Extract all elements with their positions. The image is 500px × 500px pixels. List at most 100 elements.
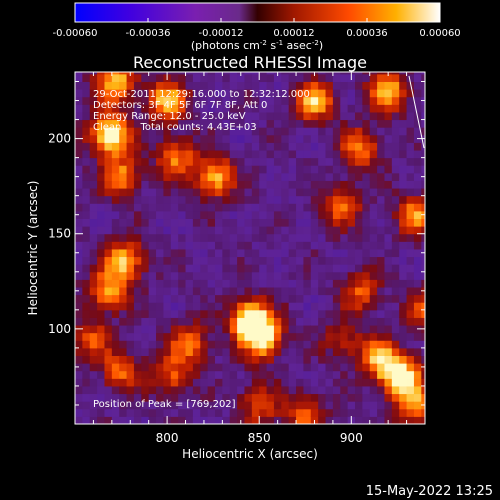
heatmap-cell <box>377 127 385 136</box>
heatmap-cell <box>133 172 142 181</box>
heatmap-cell <box>170 188 179 197</box>
heatmap-cell <box>421 309 425 318</box>
heatmap-cell <box>273 256 282 265</box>
heatmap-cell <box>288 165 297 174</box>
heatmap-cell <box>119 325 128 334</box>
heatmap-cell <box>222 363 231 372</box>
heatmap-cell <box>303 309 312 318</box>
heatmap-cell <box>296 127 304 136</box>
heatmap-cell <box>355 363 363 372</box>
heatmap-cell <box>369 188 378 197</box>
heatmap-cell <box>97 355 105 364</box>
heatmap-cell <box>82 96 91 105</box>
heatmap-cell <box>406 393 415 402</box>
heatmap-cell <box>222 73 231 83</box>
heatmap-cell <box>332 370 341 379</box>
heatmap-cell <box>148 264 157 273</box>
heatmap-cell <box>288 363 297 372</box>
heatmap-cell <box>251 72 260 75</box>
heatmap-cell <box>97 309 105 318</box>
heatmap-cell <box>399 226 408 235</box>
heatmap-cell <box>340 363 349 372</box>
heatmap-cell <box>332 127 341 136</box>
heatmap-cell <box>111 408 120 417</box>
heatmap-cell <box>318 134 327 143</box>
heatmap-cell <box>200 347 209 357</box>
heatmap-cell <box>288 256 297 265</box>
heatmap-cell <box>273 302 282 311</box>
heatmap-cell <box>288 241 297 250</box>
heatmap-cell <box>281 203 290 212</box>
heatmap-cell <box>133 340 142 349</box>
heatmap-cell <box>237 218 245 227</box>
heatmap-cell <box>126 332 135 341</box>
heatmap-cell <box>104 302 113 311</box>
heatmap-cell <box>207 134 216 143</box>
heatmap-cell <box>391 119 400 128</box>
heatmap-cell <box>244 393 253 402</box>
heatmap-cell <box>215 89 223 98</box>
heatmap-cell <box>104 294 113 303</box>
heatmap-cell <box>377 309 385 318</box>
heatmap-cell <box>296 188 304 197</box>
heatmap-cell <box>104 248 113 258</box>
heatmap-cell <box>281 248 290 258</box>
heatmap-cell <box>229 271 238 280</box>
heatmap-cell <box>288 127 297 136</box>
heatmap-cell <box>126 127 135 136</box>
heatmap-cell <box>222 180 231 189</box>
heatmap-cell <box>303 271 312 280</box>
heatmap-cell <box>97 241 105 250</box>
heatmap-cell <box>156 317 164 326</box>
heatmap-cell <box>259 111 268 121</box>
heatmap-cell <box>318 165 327 174</box>
heatmap-cell <box>222 302 231 311</box>
heatmap-cell <box>126 96 135 105</box>
heatmap-cell <box>163 157 172 166</box>
heatmap-cell <box>347 111 356 121</box>
heatmap-cell <box>318 294 327 303</box>
heatmap-cell <box>332 111 341 121</box>
heatmap-cell <box>288 111 297 121</box>
heatmap-cell <box>340 195 349 204</box>
x-tick-label: 800 <box>156 431 179 445</box>
heatmap-cell <box>325 416 334 424</box>
heatmap-cell <box>369 96 378 105</box>
heatmap-cell <box>97 340 105 349</box>
heatmap-cell <box>104 142 113 151</box>
heatmap-cell <box>391 287 400 296</box>
heatmap-cell <box>126 302 135 311</box>
heatmap-cell <box>148 233 157 242</box>
heatmap-cell <box>141 119 150 128</box>
heatmap-cell <box>325 157 334 166</box>
heatmap-cell <box>148 370 157 379</box>
heatmap-cell <box>259 73 268 83</box>
heatmap-cell <box>170 104 179 113</box>
heatmap-cell <box>192 226 201 235</box>
heatmap-cell <box>391 81 400 90</box>
heatmap-cell <box>251 119 260 128</box>
heatmap-cell <box>119 96 128 105</box>
heatmap-cell <box>111 134 120 143</box>
heatmap-cell <box>163 385 172 395</box>
heatmap-cell <box>347 332 356 341</box>
heatmap-cell <box>377 264 385 273</box>
heatmap-cell <box>185 73 194 83</box>
heatmap-cell <box>237 393 245 402</box>
heatmap-cell <box>229 332 238 341</box>
heatmap-cell <box>82 401 91 410</box>
heatmap-cell <box>200 325 209 334</box>
heatmap-cell <box>362 370 371 379</box>
heatmap-cell <box>303 172 312 181</box>
heatmap-cell <box>119 210 128 220</box>
heatmap-cell <box>303 416 312 424</box>
heatmap-cell <box>259 150 268 159</box>
heatmap-cell <box>156 332 164 341</box>
heatmap-cell <box>82 256 91 265</box>
heatmap-cell <box>391 89 400 98</box>
heatmap-cell <box>156 325 164 334</box>
heatmap-cell <box>332 172 341 181</box>
heatmap-cell <box>126 195 135 204</box>
heatmap-cell <box>170 302 179 311</box>
heatmap-cell <box>229 104 238 113</box>
